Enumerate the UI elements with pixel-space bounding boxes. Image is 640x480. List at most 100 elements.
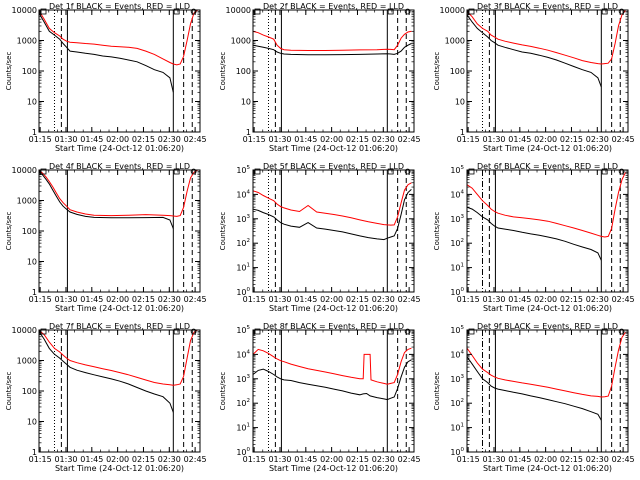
x-tick-label: 02:30 [158, 135, 181, 144]
y-tick-label: 100 [22, 67, 37, 76]
x-tick-label: 02:45 [398, 455, 421, 464]
x-tick-label: 01:30 [54, 295, 77, 304]
y-tick-label: 105 [236, 165, 250, 175]
y-tick-label: 105 [450, 165, 464, 175]
y-tick-label: 1000 [17, 357, 37, 366]
x-tick-label: 02:45 [184, 135, 207, 144]
x-axis-title: Start Time (24-Oct-12 01:06:20) [55, 144, 184, 153]
y-tick-label: 1 [246, 128, 251, 137]
x-tick-label: 02:00 [534, 135, 557, 144]
x-tick-label: 02:00 [534, 295, 557, 304]
x-tick-label: 01:15 [29, 295, 52, 304]
x-tick-label: 01:30 [268, 135, 291, 144]
x-tick-label: 01:15 [457, 455, 480, 464]
start-marker [254, 168, 261, 175]
x-axis-title: Start Time (24-Oct-12 01:06:20) [55, 464, 184, 473]
y-tick-label: 103 [236, 374, 250, 384]
plot-frame [466, 9, 629, 133]
y-tick-label: 102 [236, 238, 250, 248]
plot-frame [38, 9, 201, 133]
y-tick-label: 10 [27, 418, 37, 427]
peak-marker [618, 168, 625, 175]
x-tick-label: 02:00 [320, 455, 343, 464]
peak-marker [618, 328, 625, 335]
x-tick-label: 02:30 [158, 455, 181, 464]
start-marker [254, 328, 261, 335]
x-axis-title: Start Time (24-Oct-12 01:06:20) [269, 464, 398, 473]
x-tick-label: 02:15 [346, 135, 369, 144]
start-marker [468, 328, 475, 335]
x-tick-label: 01:45 [294, 135, 317, 144]
y-tick-label: 101 [236, 263, 250, 273]
x-tick-label: 01:30 [54, 455, 77, 464]
y-tick-label: 101 [450, 263, 464, 273]
peak-marker [404, 8, 411, 15]
y-tick-label: 105 [236, 325, 250, 335]
x-tick-label: 02:15 [132, 135, 155, 144]
start-marker [40, 328, 47, 335]
plot-frame [252, 169, 415, 293]
detector-panel: 1 10 100 1000 10000 01:15 01:30 01:45 02:00 02:15… [5, 2, 207, 153]
x-tick-label: 01:45 [80, 455, 103, 464]
x-tick-label: 02:00 [534, 455, 557, 464]
end-marker [601, 168, 608, 175]
start-marker [254, 8, 261, 15]
x-tick-label: 01:15 [243, 295, 266, 304]
panel-title: Det 2f BLACK = Events, RED = LLD [263, 2, 404, 11]
x-tick-label: 01:30 [482, 455, 505, 464]
panel-title: Det 1f BLACK = Events, RED = LLD [49, 2, 190, 11]
y-axis-title: Counts/sec [5, 372, 13, 411]
y-tick-label: 104 [236, 189, 250, 199]
x-tick-label: 01:45 [294, 455, 317, 464]
peak-marker [618, 8, 625, 15]
y-axis-title: Counts/sec [433, 212, 441, 251]
y-tick-label: 102 [450, 398, 464, 408]
detector-panel: 1 10 100 1000 10000 01:15 01:30 01:45 02:00 02:15… [219, 2, 421, 153]
y-tick-label: 102 [450, 238, 464, 248]
end-marker [173, 8, 180, 15]
events-series-line [39, 12, 174, 93]
panel-title: Det 9f BLACK = Events, RED = LLD [477, 322, 618, 331]
x-tick-label: 02:30 [372, 135, 395, 144]
events-series-line [467, 14, 602, 88]
y-tick-label: 101 [450, 423, 464, 433]
y-tick-label: 103 [450, 214, 464, 224]
events-series-line [253, 189, 412, 241]
y-tick-label: 100 [236, 67, 251, 76]
plot-frame [252, 329, 415, 453]
y-tick-label: 10 [455, 98, 465, 107]
y-tick-label: 103 [450, 374, 464, 384]
y-tick-label: 10 [241, 98, 251, 107]
detector-panel: 1 10 100 1000 10000 01:15 01:30 01:45 02:00 02:15… [433, 2, 635, 153]
x-tick-label: 01:30 [482, 135, 505, 144]
x-tick-label: 01:45 [294, 295, 317, 304]
x-tick-label: 02:15 [132, 455, 155, 464]
x-tick-label: 01:45 [508, 455, 531, 464]
panel-title: Det 7f BLACK = Events, RED = LLD [49, 322, 190, 331]
x-tick-label: 01:45 [80, 135, 103, 144]
y-tick-label: 103 [236, 214, 250, 224]
x-tick-label: 01:15 [29, 135, 52, 144]
y-tick-label: 100 [236, 287, 250, 297]
panel-title: Det 5f BLACK = Events, RED = LLD [263, 162, 404, 171]
x-tick-label: 02:45 [612, 455, 635, 464]
y-tick-label: 1 [32, 288, 37, 297]
y-tick-label: 100 [450, 447, 464, 457]
y-axis-title: Counts/sec [433, 52, 441, 91]
plot-frame [38, 169, 201, 293]
peak-marker [190, 8, 197, 15]
end-marker [387, 168, 394, 175]
lld-series-line [253, 347, 412, 385]
start-marker [468, 8, 475, 15]
x-tick-label: 02:00 [320, 135, 343, 144]
x-tick-label: 02:30 [586, 135, 609, 144]
x-tick-label: 01:30 [482, 295, 505, 304]
y-tick-label: 105 [450, 325, 464, 335]
y-tick-label: 10 [27, 98, 37, 107]
x-tick-label: 01:30 [268, 295, 291, 304]
plot-frame [38, 329, 201, 453]
lld-series-line [253, 182, 412, 226]
